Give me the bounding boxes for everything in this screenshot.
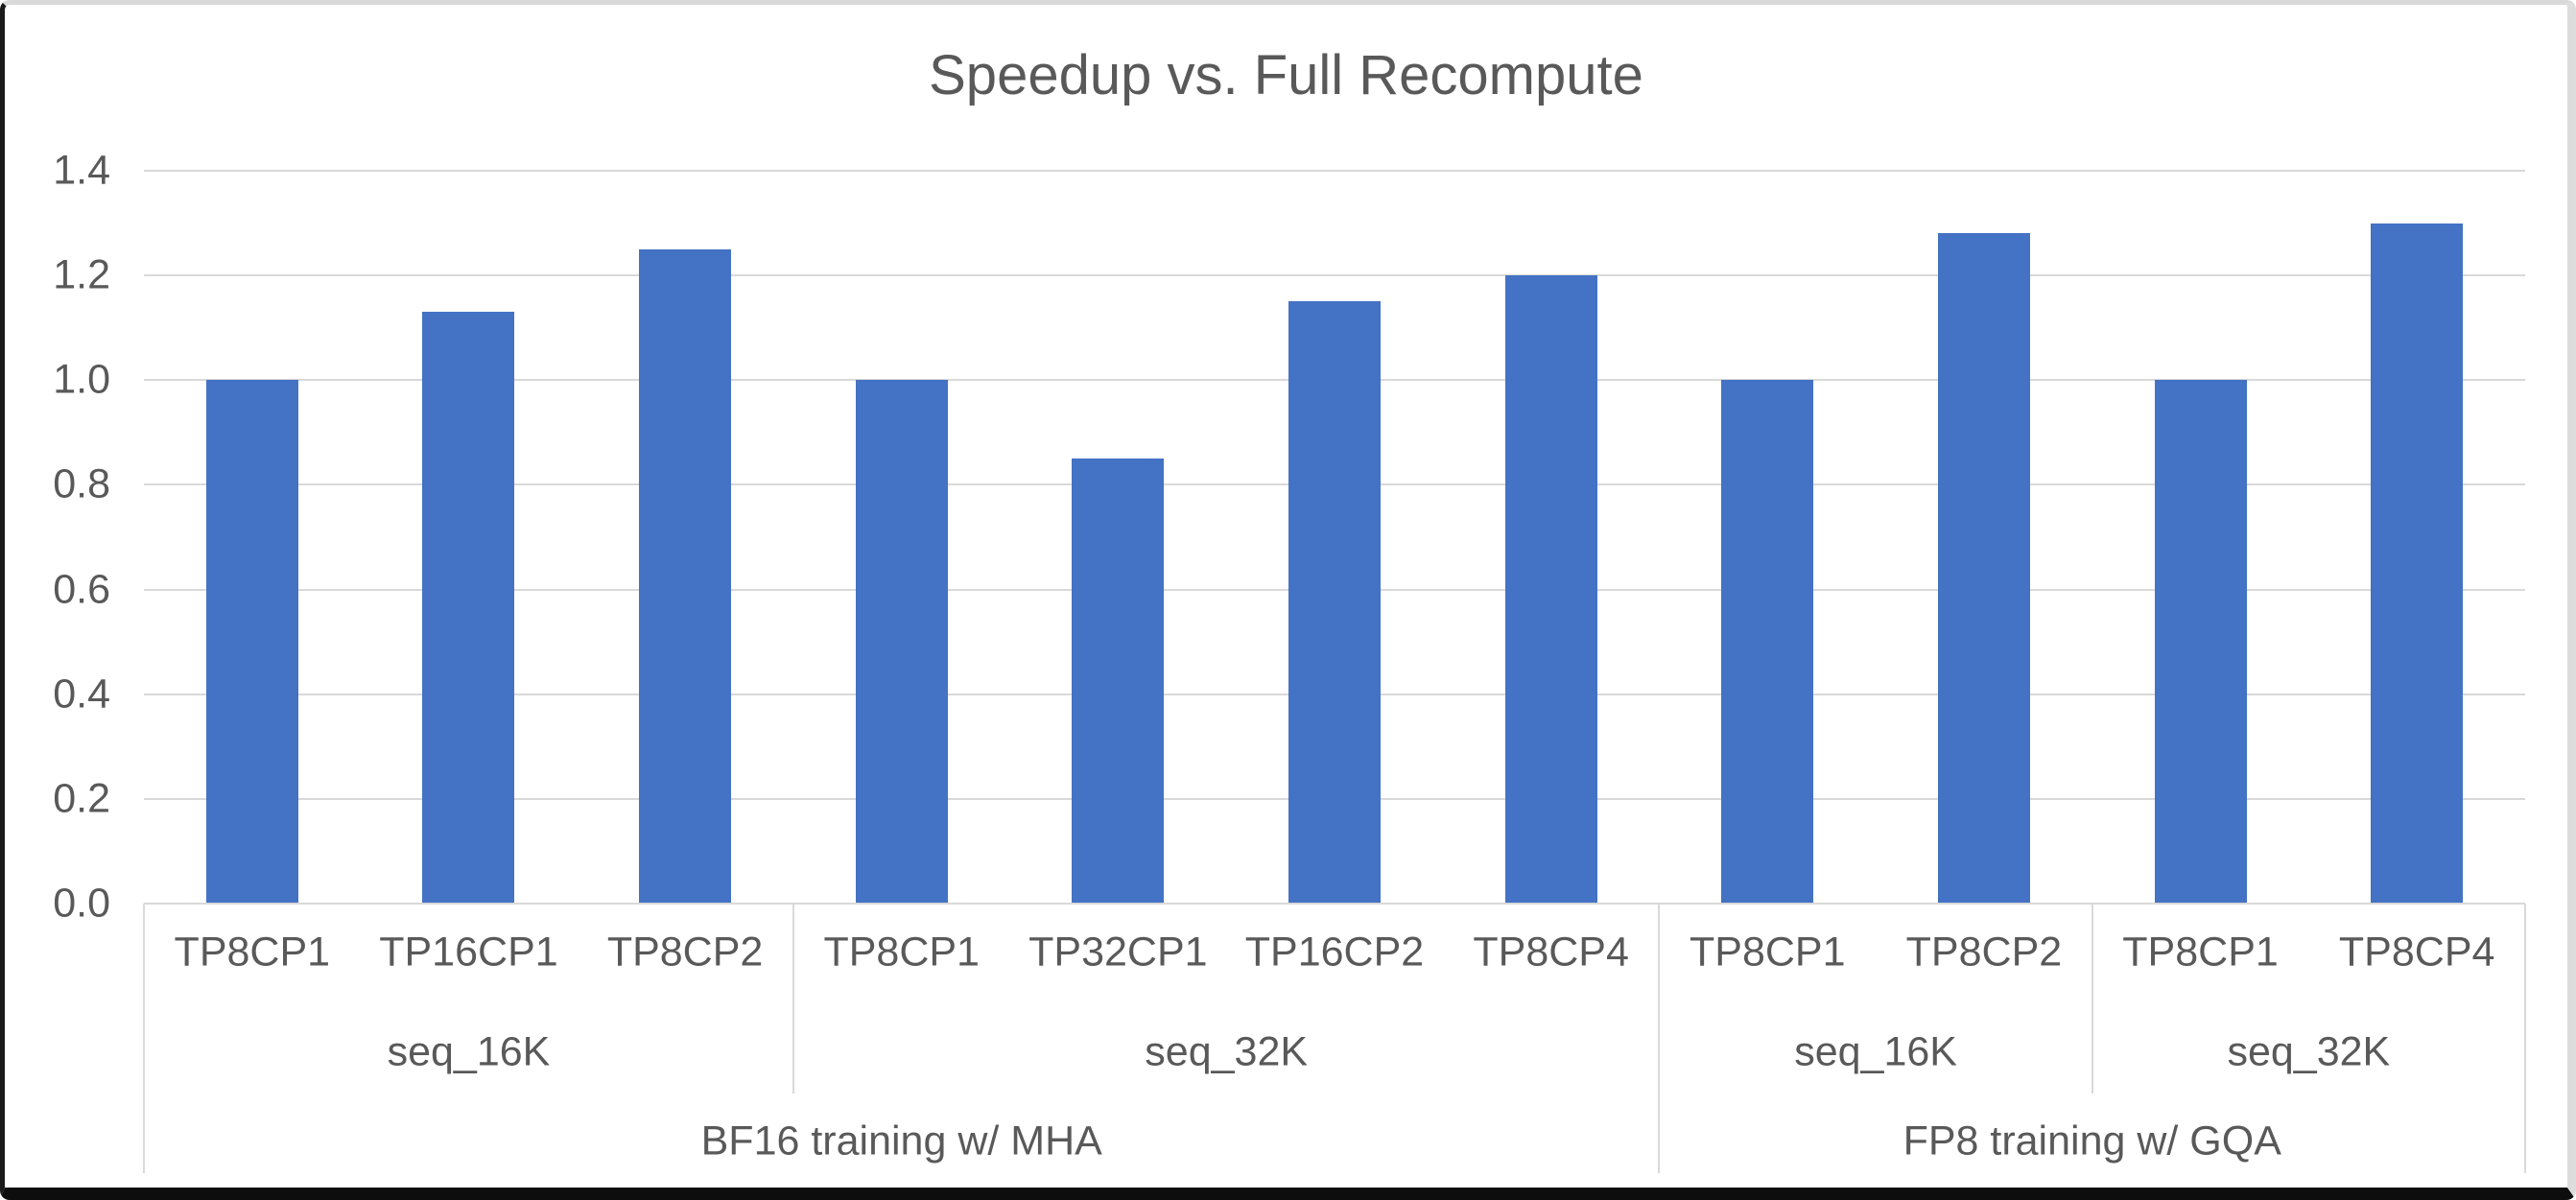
- bar: [2371, 223, 2464, 904]
- axis-divider-line: [2091, 904, 2093, 1094]
- y-axis-tick-label: 0.0: [53, 880, 110, 927]
- axis-border-right: [2524, 904, 2526, 1173]
- x-axis-tick-label: TP8CP1: [823, 929, 980, 976]
- x-axis-tick-label: TP16CP1: [379, 929, 558, 976]
- seq-group-label: seq_32K: [2227, 1028, 2391, 1075]
- bar: [422, 312, 515, 904]
- bar: [1072, 459, 1165, 904]
- seq-group-label: seq_16K: [1794, 1028, 1957, 1075]
- bar: [205, 380, 298, 904]
- x-axis-line: [144, 903, 2525, 905]
- gridline: [144, 274, 2525, 277]
- x-axis-tick-label: TP8CP4: [1473, 929, 1629, 976]
- y-axis-tick-label: 1.2: [53, 251, 110, 298]
- y-axis-tick-label: 1.0: [53, 356, 110, 403]
- y-axis-tick-label: 0.8: [53, 460, 110, 507]
- bar: [1504, 275, 1597, 904]
- x-axis-tick-label: TP8CP1: [1690, 929, 1846, 976]
- bar: [855, 380, 948, 904]
- axis-divider-line: [1658, 904, 1661, 1173]
- x-axis-tick-label: TP32CP1: [1028, 929, 1208, 976]
- gridline: [144, 170, 2525, 172]
- training-group-label: BF16 training w/ MHA: [700, 1118, 1102, 1165]
- x-axis-tick-label: TP8CP1: [2122, 929, 2279, 976]
- chart-title: Speedup vs. Full Recompute: [929, 44, 1643, 106]
- y-axis-tick-label: 1.4: [53, 147, 110, 194]
- x-axis-tick-label: TP8CP4: [2338, 929, 2495, 976]
- training-group-label: FP8 training w/ GQA: [1902, 1118, 2281, 1165]
- x-axis-tick-label: TP8CP1: [174, 929, 331, 976]
- seq-group-label: seq_16K: [387, 1028, 551, 1075]
- bar: [2154, 380, 2247, 904]
- bar: [1937, 233, 2030, 904]
- x-axis-tick-label: TP8CP2: [606, 929, 764, 976]
- y-axis-tick-label: 0.4: [53, 671, 110, 718]
- bar: [1721, 380, 1814, 904]
- bar: [639, 248, 732, 904]
- seq-group-label: seq_32K: [1145, 1028, 1309, 1075]
- bar-chart: Speedup vs. Full Recompute 1.4 1.2 1.0 0.8 0…: [5, 5, 2567, 1188]
- y-axis-tick-label: 0.6: [53, 566, 110, 613]
- y-axis-tick-label: 0.2: [53, 775, 110, 822]
- bar: [1288, 301, 1381, 904]
- x-axis-tick-label: TP8CP2: [1905, 929, 2063, 976]
- axis-border-left: [143, 904, 145, 1173]
- axis-divider-line: [792, 904, 794, 1094]
- x-axis-tick-label: TP16CP2: [1244, 929, 1425, 976]
